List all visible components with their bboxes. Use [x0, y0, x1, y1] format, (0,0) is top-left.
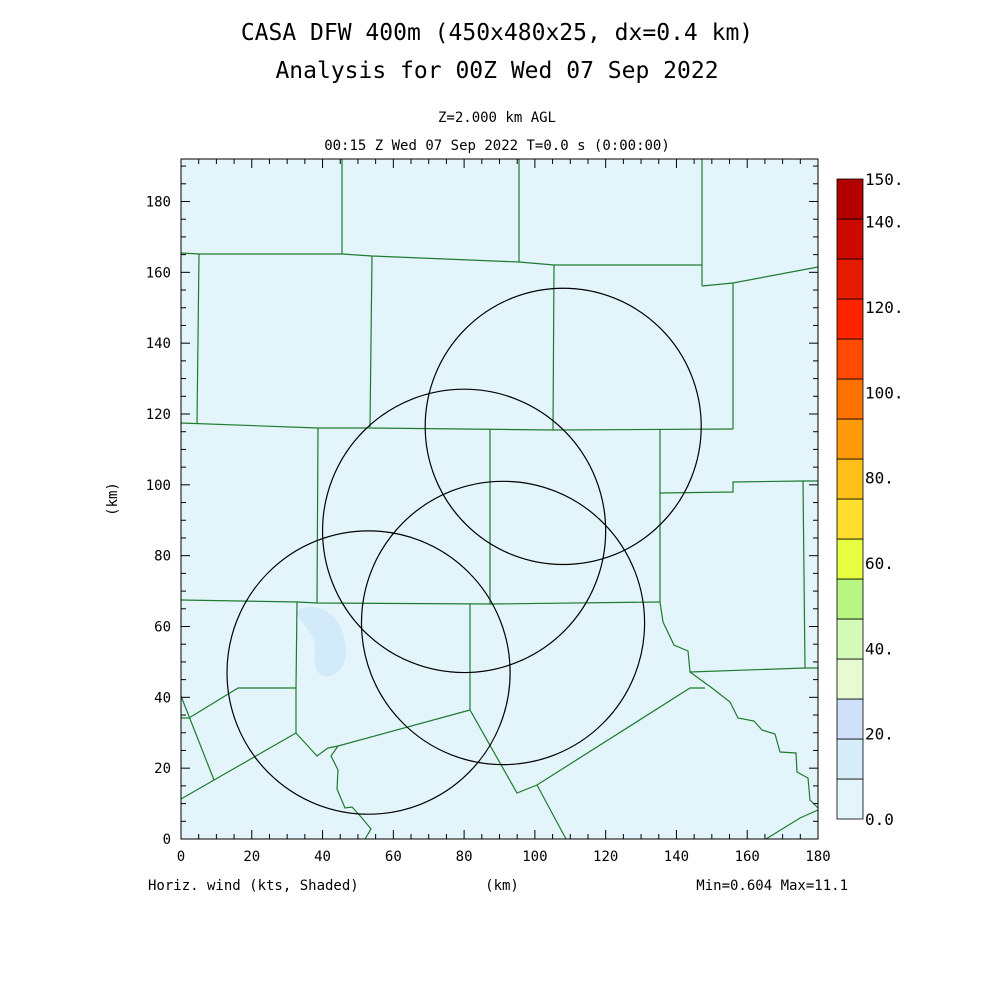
colorbar-bin [836, 338, 864, 380]
colorbar-label: 20. [865, 725, 894, 744]
plot-area [180, 158, 819, 840]
colorbar-bin [836, 498, 864, 540]
wind-speed-patch [296, 606, 347, 677]
colorbar-bin [836, 538, 864, 580]
colorbar-label: 80. [865, 469, 894, 488]
colorbar-label: 120. [865, 298, 904, 317]
y-tick-label: 140 [146, 336, 171, 352]
y-tick-label: 120 [146, 407, 171, 423]
x-tick-label: 20 [243, 849, 260, 865]
colorbar-label: 40. [865, 639, 894, 658]
x-tick-label: 140 [664, 849, 689, 865]
title-line-2: Analysis for 00Z Wed 07 Sep 2022 [275, 58, 718, 84]
y-tick-label: 20 [154, 761, 171, 777]
x-tick-label: 80 [456, 849, 473, 865]
y-tick-label: 0 [163, 832, 171, 848]
colorbar-bin [836, 778, 864, 820]
y-axis-label: (km) [105, 482, 121, 516]
colorbar-label: 100. [865, 383, 904, 402]
x-tick-label: 180 [805, 849, 830, 865]
radar-range-rings [226, 287, 702, 815]
colorbar-bin [836, 738, 864, 780]
title-line-1: CASA DFW 400m (450x480x25, dx=0.4 km) [241, 20, 753, 46]
colorbar-label: 0.0 [865, 810, 894, 829]
radar-ring-4 [360, 480, 646, 766]
colorbar: 150. 140. 120. 100. 80. 60. 40. 20. 0.0 [836, 170, 904, 829]
colorbar-label: 60. [865, 554, 894, 573]
colorbar-bin [836, 378, 864, 420]
colorbar-bin [836, 618, 864, 660]
y-tick-label: 100 [146, 478, 171, 494]
y-tick-label: 40 [154, 690, 171, 706]
x-tick-label: 100 [522, 849, 547, 865]
x-tick-label: 120 [593, 849, 618, 865]
time-label: 00:15 Z Wed 07 Sep 2022 T=0.0 s (0:00:00… [324, 138, 670, 154]
axes: 0 20 40 60 80 100 120 140 160 180 0 20 40 60 80 100 120 1… [146, 159, 831, 865]
radar-ring-1 [424, 287, 702, 566]
footer-center-axis-label: (km) [485, 878, 519, 894]
footer-left: Horiz. wind (kts, Shaded) [148, 878, 359, 894]
colorbar-bin [836, 578, 864, 620]
colorbar-bin [836, 658, 864, 700]
radar-ring-3 [226, 530, 511, 815]
colorbar-bin [836, 458, 864, 500]
y-tick-label: 80 [154, 549, 171, 565]
colorbar-bin [836, 298, 864, 340]
y-tick-label: 180 [146, 195, 171, 211]
colorbar-label: 140. [865, 213, 904, 232]
x-tick-label: 0 [177, 849, 185, 865]
y-tick-label: 60 [154, 620, 171, 636]
colorbar-bin [836, 418, 864, 460]
colorbar-bin [836, 258, 864, 300]
footer-right-minmax: Min=0.604 Max=11.1 [696, 878, 848, 894]
level-label: Z=2.000 km AGL [438, 110, 556, 126]
radar-ring-2 [321, 388, 607, 674]
y-tick-label: 160 [146, 265, 171, 281]
colorbar-bin [836, 218, 864, 260]
colorbar-bin [836, 698, 864, 740]
county-boundaries [180, 159, 819, 840]
x-tick-label: 60 [385, 849, 402, 865]
x-tick-label: 40 [314, 849, 331, 865]
colorbar-label: 150. [865, 170, 904, 189]
colorbar-bin [836, 178, 864, 220]
x-tick-label: 160 [735, 849, 760, 865]
